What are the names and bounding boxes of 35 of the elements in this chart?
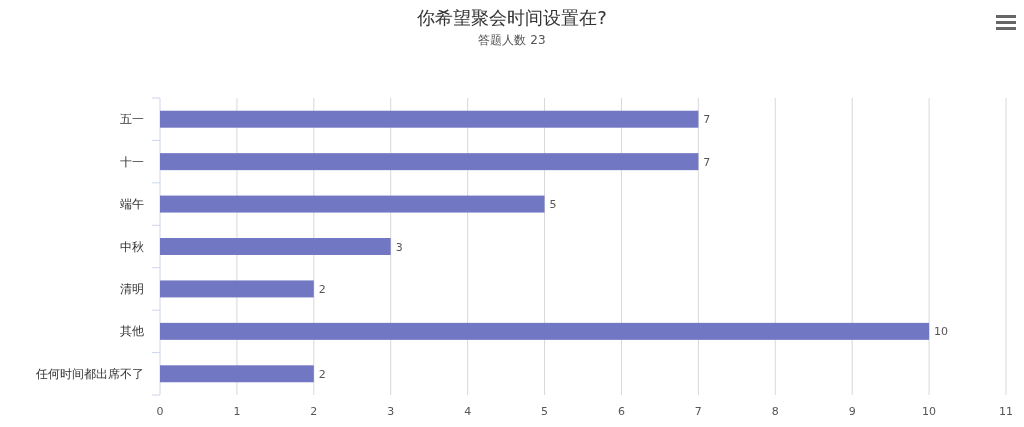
x-tick-label: 7: [694, 405, 702, 418]
data-label: 5: [549, 198, 557, 212]
data-label: 7: [703, 155, 711, 169]
bar: [160, 195, 545, 213]
chart-title: 你希望聚会时间设置在?: [416, 7, 607, 28]
bar: [160, 322, 930, 340]
y-tick-label: 五一: [120, 112, 144, 127]
x-tick-label: 11: [999, 405, 1013, 418]
y-tick-label: 中秋: [120, 239, 144, 254]
y-tick-label: 其他: [120, 324, 144, 339]
x-tick-label: 3: [387, 405, 395, 418]
x-tick-label: 6: [617, 405, 625, 418]
y-tick-label: 十一: [120, 154, 144, 169]
x-tick-label: 2: [310, 405, 318, 418]
data-label: 3: [395, 240, 403, 254]
x-tick-label: 10: [922, 405, 937, 418]
bar: [160, 280, 314, 298]
x-tick-label: 0: [156, 405, 164, 418]
y-tick-label: 任何时间都出席不了: [35, 366, 144, 381]
bar: [160, 238, 391, 255]
x-tick-label: 1: [233, 405, 241, 418]
x-tick-label: 5: [541, 405, 549, 418]
bar: [160, 110, 699, 128]
bar: [160, 365, 314, 383]
x-tick-label: 9: [848, 405, 856, 418]
y-tick-label: 端午: [120, 197, 144, 212]
y-tick-label: 清明: [120, 281, 144, 296]
data-label: 2: [318, 282, 326, 296]
data-label: 2: [318, 367, 326, 381]
x-tick-label: 4: [464, 405, 472, 418]
x-tick-label: 8: [771, 405, 779, 418]
bar: [160, 153, 699, 171]
data-label: 7: [703, 113, 711, 127]
chart-subtitle: 答题人数 23: [478, 33, 546, 47]
data-label: 10: [934, 325, 949, 339]
